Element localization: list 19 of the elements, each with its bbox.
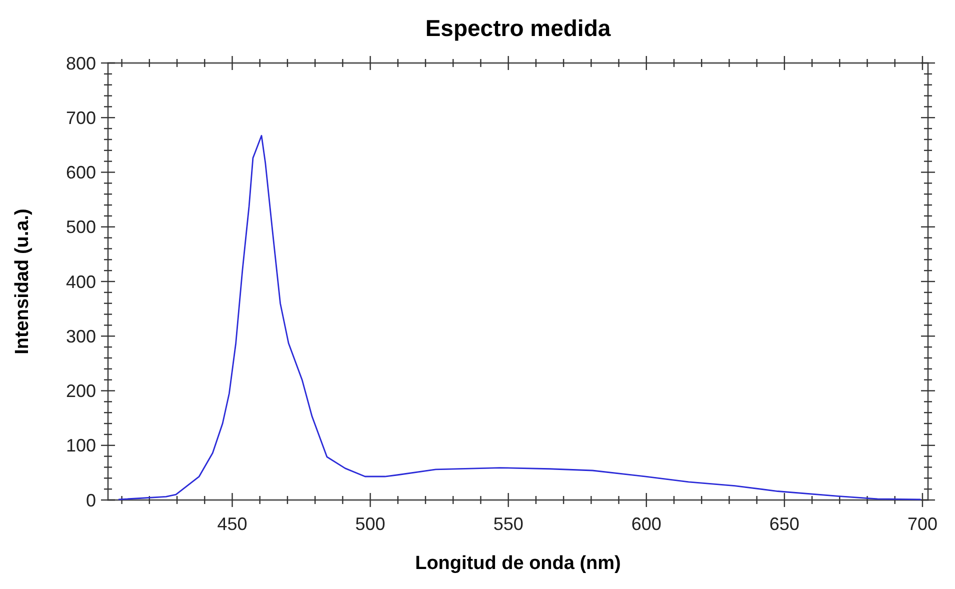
- x-tick-label: 700: [907, 514, 938, 534]
- y-tick-label: 300: [66, 326, 96, 346]
- x-tick-label: 550: [493, 514, 524, 534]
- y-tick-label: 100: [66, 436, 96, 456]
- chart-title: Espectro medida: [425, 15, 611, 41]
- y-tick-label: 200: [66, 381, 96, 402]
- y-tick-label: 700: [66, 108, 96, 128]
- y-tick-label: 400: [66, 272, 96, 292]
- y-tick-label: 600: [66, 162, 96, 183]
- y-axis-title: Intensidad (u.a.): [12, 208, 33, 354]
- x-tick-label: 500: [355, 514, 386, 534]
- y-tick-label: 800: [66, 53, 96, 74]
- y-tick-label: 500: [66, 217, 96, 238]
- x-tick-label: 450: [217, 514, 248, 534]
- line-series: [118, 134, 921, 500]
- y-tick-label: 0: [86, 490, 96, 510]
- x-tick-label: 650: [769, 514, 800, 534]
- x-axis-title: Longitud de onda (nm): [415, 553, 621, 574]
- x-tick-label: 600: [631, 514, 662, 534]
